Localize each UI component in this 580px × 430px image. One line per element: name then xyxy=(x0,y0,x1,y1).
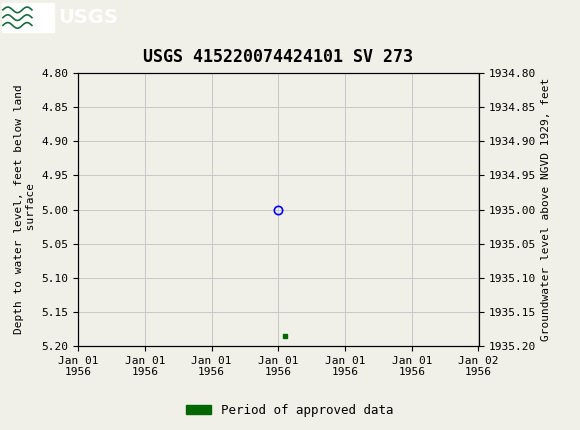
Legend: Period of approved data: Period of approved data xyxy=(181,399,399,421)
Y-axis label: Depth to water level, feet below land
 surface: Depth to water level, feet below land su… xyxy=(14,85,36,335)
Title: USGS 415220074424101 SV 273: USGS 415220074424101 SV 273 xyxy=(143,48,414,66)
Bar xyxy=(2,3,54,32)
Y-axis label: Groundwater level above NGVD 1929, feet: Groundwater level above NGVD 1929, feet xyxy=(541,78,551,341)
Text: USGS: USGS xyxy=(58,8,118,27)
